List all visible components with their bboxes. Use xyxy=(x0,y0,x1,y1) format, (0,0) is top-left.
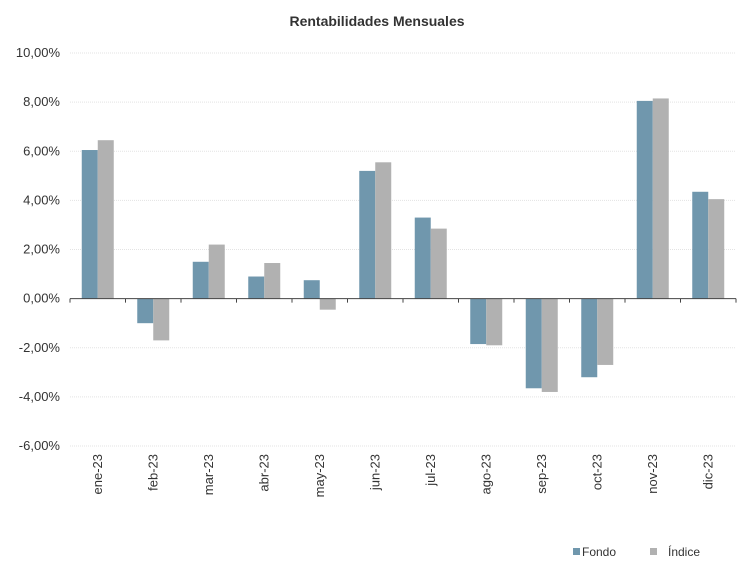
grid-lines xyxy=(70,53,736,446)
bar-indice-sep-23 xyxy=(542,299,558,392)
bar-indice-dic-23 xyxy=(708,199,724,298)
bar-indice-nov-23 xyxy=(653,98,669,298)
bar-fondo-mar-23 xyxy=(193,262,209,299)
legend-swatch-indice xyxy=(650,548,657,555)
bar-fondo-may-23 xyxy=(304,280,320,298)
x-tick-label: sep-23 xyxy=(534,454,549,494)
chart-title: Rentabilidades Mensuales xyxy=(289,13,464,29)
y-tick-label: 8,00% xyxy=(23,94,60,109)
bar-indice-jul-23 xyxy=(431,229,447,299)
bar-fondo-ene-23 xyxy=(82,150,98,299)
bar-fondo-nov-23 xyxy=(637,101,653,299)
bar-indice-mar-23 xyxy=(209,245,225,299)
x-tick-label: may-23 xyxy=(312,454,327,497)
bar-fondo-oct-23 xyxy=(581,299,597,378)
x-axis xyxy=(70,299,736,303)
x-tick-label: mar-23 xyxy=(201,454,216,495)
bar-indice-oct-23 xyxy=(597,299,613,365)
bar-fondo-abr-23 xyxy=(248,277,264,299)
x-tick-label: feb-23 xyxy=(145,454,160,491)
x-tick-label: abr-23 xyxy=(256,454,271,492)
y-tick-label: -6,00% xyxy=(19,438,61,453)
legend-label-indice: Índice xyxy=(668,544,700,559)
x-tick-label: nov-23 xyxy=(645,454,660,494)
y-tick-label: -4,00% xyxy=(19,389,61,404)
y-tick-label: 0,00% xyxy=(23,291,60,306)
bar-fondo-jul-23 xyxy=(415,218,431,299)
y-tick-label: 10,00% xyxy=(16,45,61,60)
x-tick-label: jul-23 xyxy=(423,454,438,487)
y-axis-ticks: -6,00% -4,00% -2,00% 0,00% 2,00% 4,00% 6,00% 8,… xyxy=(16,45,61,453)
y-tick-label: 2,00% xyxy=(23,242,60,257)
bar-fondo-jun-23 xyxy=(359,171,375,299)
legend-swatch-fondo xyxy=(573,548,580,555)
x-tick-label: ene-23 xyxy=(90,454,105,494)
bar-fondo-ago-23 xyxy=(470,299,486,344)
bar-indice-ago-23 xyxy=(486,299,502,346)
y-tick-label: -2,00% xyxy=(19,340,61,355)
bar-fondo-feb-23 xyxy=(137,299,153,324)
x-tick-label: jun-23 xyxy=(367,454,382,491)
bar-indice-jun-23 xyxy=(375,162,391,298)
bar-fondo-sep-23 xyxy=(526,299,542,389)
x-tick-label: ago-23 xyxy=(478,454,493,494)
bar-indice-ene-23 xyxy=(98,140,114,298)
x-tick-label: oct-23 xyxy=(589,454,604,490)
bar-indice-feb-23 xyxy=(153,299,169,341)
x-axis-ticks: ene-23 feb-23 mar-23 abr-23 may-23 jun-23 jul-… xyxy=(90,454,716,497)
y-tick-label: 6,00% xyxy=(23,143,60,158)
legend-label-fondo: Fondo xyxy=(582,545,616,559)
x-tick-label: dic-23 xyxy=(700,454,715,489)
bar-indice-may-23 xyxy=(320,299,336,310)
legend: Fondo Índice xyxy=(573,544,700,559)
y-tick-label: 4,00% xyxy=(23,192,60,207)
bar-indice-abr-23 xyxy=(264,263,280,299)
bar-fondo-dic-23 xyxy=(692,192,708,299)
